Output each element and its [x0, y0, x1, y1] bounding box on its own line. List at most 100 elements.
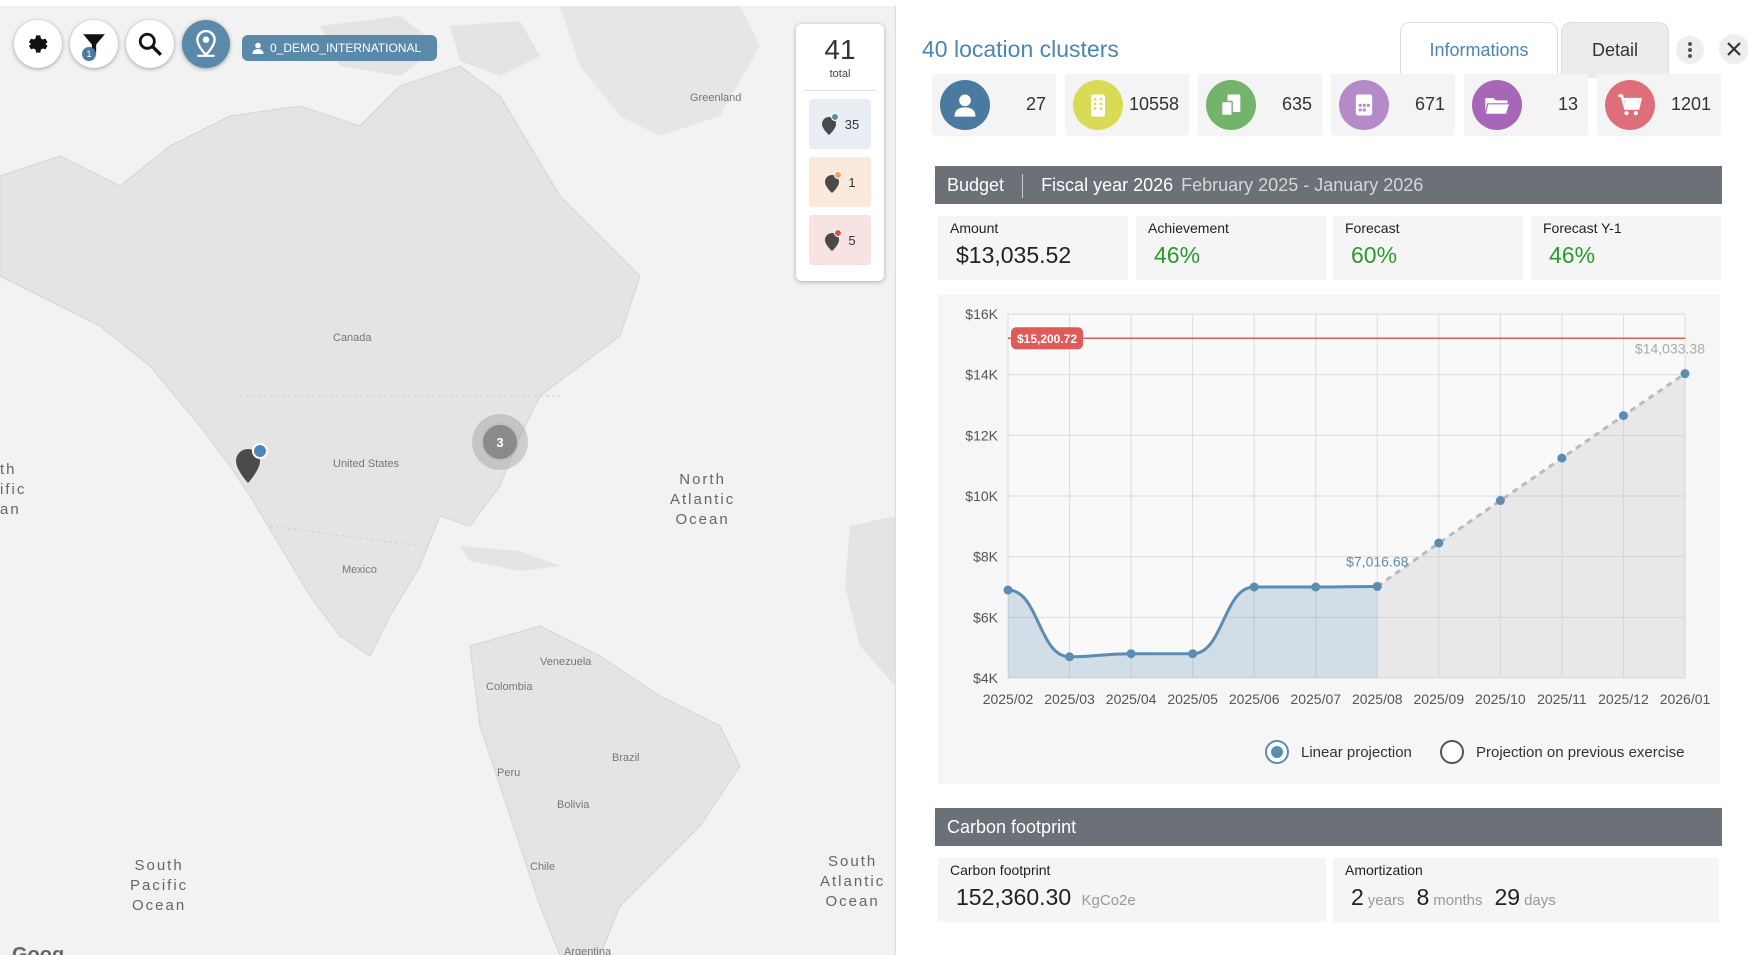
linear-projection-radio[interactable] — [1265, 740, 1289, 764]
counter-item-value: 35 — [844, 116, 860, 132]
kpi-label: Amount — [950, 220, 999, 236]
series-area — [1008, 586, 1378, 678]
x-tick-label: 2025/12 — [1598, 691, 1649, 707]
carbon-footprint-number: 152,360.30 — [956, 884, 1072, 910]
stat-icon-badge — [1472, 80, 1522, 130]
stat-value: 27 — [1025, 94, 1046, 114]
more-options-button[interactable] — [1676, 36, 1704, 64]
y-tick-label: $4K — [973, 670, 999, 686]
carbon-title: Carbon footprint — [947, 817, 1077, 837]
fiscal-year-range: February 2025 - January 2026 — [1181, 175, 1424, 195]
carbon-footprint-value: 152,360.30 KgCo2e — [956, 884, 1148, 911]
kpi-value: $13,035.52 — [956, 242, 1072, 268]
folder-icon — [1484, 98, 1511, 115]
organization-chip[interactable]: 0_DEMO_INTERNATIONAL — [242, 35, 438, 61]
stats-row: 27 10558 635 671 13 1201 — [932, 74, 1722, 136]
map-background — [0, 6, 895, 955]
data-point — [1003, 585, 1013, 595]
organization-name: 0_DEMO_INTERNATIONAL — [270, 41, 422, 55]
budget-title: Budget — [947, 175, 1005, 195]
y-tick-label: $14K — [965, 367, 998, 383]
devices-icon — [1220, 94, 1241, 117]
counter-item[interactable]: 1 — [809, 157, 871, 207]
stat-value: 635 — [1281, 94, 1312, 114]
label-united-states: United States — [333, 458, 400, 470]
x-tick-label: 2025/05 — [1167, 691, 1218, 707]
kpi-value: 46% — [1154, 242, 1201, 268]
settings-button[interactable] — [14, 20, 62, 68]
data-label: $7,016.68 — [1346, 553, 1408, 569]
data-point — [1126, 649, 1136, 659]
y-tick-label: $10K — [965, 488, 998, 504]
carbon-header: Carbon footprint — [935, 808, 1722, 846]
stat-icon-badge — [1605, 80, 1655, 130]
amortization-label: Amortization — [1345, 862, 1423, 878]
x-tick-label: 2025/03 — [1044, 691, 1095, 707]
data-point — [1434, 538, 1444, 548]
budget-kpi-card: Forecast Y-1 46% — [1531, 216, 1721, 280]
stat-card: 13 — [1464, 74, 1588, 136]
tab-informations[interactable]: Informations — [1400, 22, 1558, 78]
carbon-footprint-label: Carbon footprint — [950, 862, 1051, 878]
budget-chart-svg: $4K $6K $8K $10K $12K $14K $16K 2025/02 2025/03 2… — [965, 306, 1711, 707]
stat-card: 10558 — [1065, 74, 1189, 136]
ocean-north-atlantic: North Atlantic Ocean — [670, 471, 736, 528]
previous-projection-label: Projection on previous exercise — [1476, 743, 1685, 761]
stat-card: 1201 — [1597, 74, 1721, 136]
close-icon — [1727, 42, 1741, 56]
data-point — [1249, 582, 1259, 592]
building-icon — [1091, 94, 1105, 117]
counter-total: 41 — [824, 34, 856, 65]
search-icon — [138, 32, 162, 56]
close-panel-button[interactable] — [1719, 34, 1748, 64]
x-tick-label: 2025/10 — [1475, 691, 1526, 707]
y-tick-label: $12K — [965, 427, 998, 443]
previous-projection-radio[interactable] — [1440, 740, 1464, 764]
previous-projection-option[interactable]: Projection on previous exercise — [1440, 740, 1684, 764]
years-value: 2 — [1351, 884, 1364, 910]
location-counter-panel: 41 total 35 1 5 — [796, 24, 884, 281]
fiscal-year-label: Fiscal year 2026 — [1041, 175, 1174, 195]
budget-limit-label: $15,200.72 — [1017, 332, 1077, 346]
label-chile: Chile — [530, 861, 556, 873]
more-vertical-icon — [1688, 42, 1692, 58]
search-button[interactable] — [126, 20, 174, 68]
days-value: 29 — [1494, 884, 1521, 910]
carbon-footprint-card: Carbon footprint 152,360.30 KgCo2e — [938, 858, 1326, 922]
kpi-label: Forecast — [1345, 220, 1400, 236]
map-view[interactable]: Greenland Canada United States Mexico Ve… — [0, 6, 895, 955]
x-tick-label: 2026/01 — [1660, 691, 1711, 707]
stat-value: 671 — [1414, 94, 1445, 114]
counter-item-value: 5 — [848, 232, 856, 248]
label-brazil: Brazil — [612, 752, 640, 764]
counter-item[interactable]: 5 — [809, 215, 871, 265]
filter-button[interactable]: 1 — [70, 20, 118, 68]
months-unit: months — [1433, 892, 1483, 909]
budget-kpi-card: Forecast 60% — [1333, 216, 1523, 280]
label-argentina: Argentina — [564, 946, 612, 955]
map-cluster-marker[interactable]: 3 — [472, 414, 528, 470]
x-tick-label: 2025/09 — [1414, 691, 1465, 707]
label-canada: Canada — [333, 332, 372, 344]
cart-icon — [1618, 94, 1643, 116]
linear-projection-option[interactable]: Linear projection — [1265, 740, 1412, 764]
x-tick-label: 2025/04 — [1106, 691, 1157, 707]
ocean-south-pacific: South Pacific Ocean — [130, 857, 189, 914]
stat-icon-badge — [940, 80, 990, 130]
location-pin-icon — [821, 113, 839, 135]
label-venezuela: Venezuela — [540, 656, 592, 668]
tab-detail[interactable]: Detail — [1561, 22, 1669, 78]
map-location-pin[interactable] — [234, 443, 268, 490]
location-button[interactable] — [182, 20, 230, 68]
counter-item[interactable]: 35 — [809, 99, 871, 149]
gear-icon — [28, 35, 48, 53]
stat-icon-badge — [1206, 80, 1256, 130]
series-area — [1377, 373, 1685, 678]
x-tick-label: 2025/02 — [983, 691, 1034, 707]
budget-kpi-card: Achievement 46% — [1136, 216, 1326, 280]
y-tick-label: $6K — [973, 609, 999, 625]
map-provider-logo: Goog — [12, 944, 65, 955]
data-point — [1311, 582, 1321, 592]
data-point — [1065, 652, 1075, 662]
data-point — [1188, 649, 1198, 659]
